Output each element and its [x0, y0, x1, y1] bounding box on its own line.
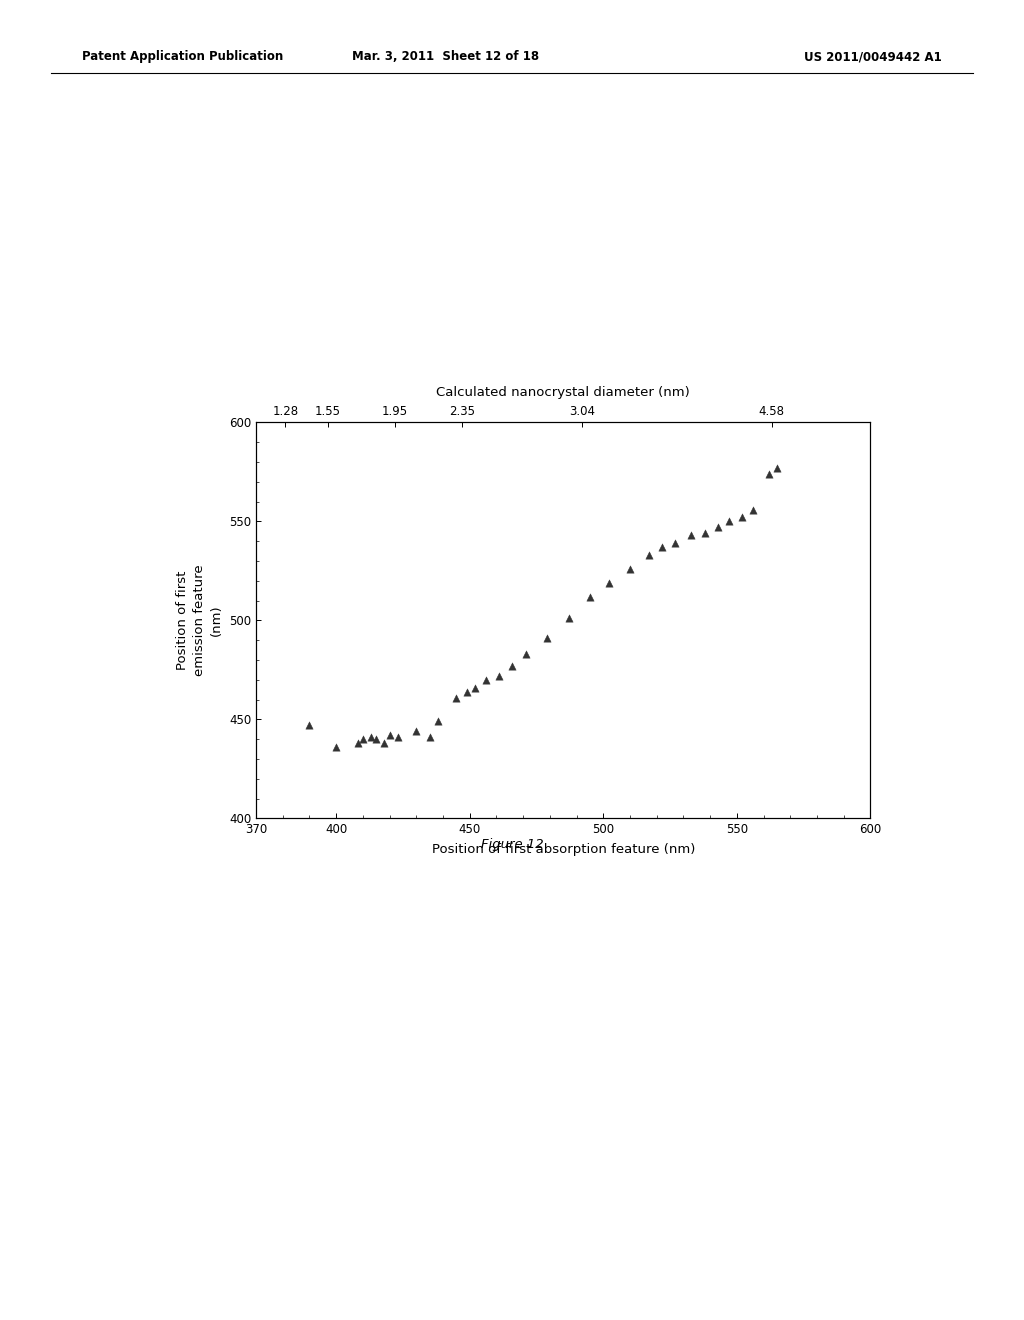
Point — [640, 545, 656, 566]
Text: Patent Application Publication: Patent Application Publication — [82, 50, 284, 63]
Point — [710, 517, 726, 539]
Point — [600, 573, 616, 594]
Point — [654, 536, 671, 557]
Point — [769, 457, 785, 478]
Point — [349, 733, 366, 754]
Text: US 2011/0049442 A1: US 2011/0049442 A1 — [804, 50, 942, 63]
Point — [622, 558, 638, 579]
Text: Mar. 3, 2011  Sheet 12 of 18: Mar. 3, 2011 Sheet 12 of 18 — [352, 50, 539, 63]
Point — [368, 729, 384, 750]
Point — [582, 586, 598, 607]
Point — [734, 507, 751, 528]
Point — [744, 499, 761, 520]
Point — [539, 628, 555, 649]
Point — [721, 511, 737, 532]
Point — [683, 525, 699, 546]
Point — [409, 721, 425, 742]
Point — [517, 643, 534, 664]
Point — [761, 463, 777, 484]
Point — [429, 710, 445, 731]
Point — [381, 725, 397, 746]
Point — [696, 523, 713, 544]
X-axis label: Calculated nanocrystal diameter (nm): Calculated nanocrystal diameter (nm) — [436, 387, 690, 399]
Text: Figure 12: Figure 12 — [480, 838, 544, 851]
Point — [389, 726, 406, 747]
Point — [490, 665, 507, 686]
X-axis label: Position of first absorption feature (nm): Position of first absorption feature (nm… — [431, 843, 695, 857]
Point — [362, 726, 379, 747]
Point — [301, 714, 317, 735]
Point — [477, 669, 494, 690]
Point — [560, 607, 577, 628]
Point — [328, 737, 344, 758]
Y-axis label: Position of first
emission feature
(nm): Position of first emission feature (nm) — [176, 565, 223, 676]
Point — [449, 686, 465, 708]
Point — [354, 729, 371, 750]
Point — [376, 733, 392, 754]
Point — [467, 677, 483, 698]
Point — [459, 681, 475, 702]
Point — [422, 726, 438, 747]
Point — [668, 532, 684, 554]
Point — [504, 655, 520, 676]
